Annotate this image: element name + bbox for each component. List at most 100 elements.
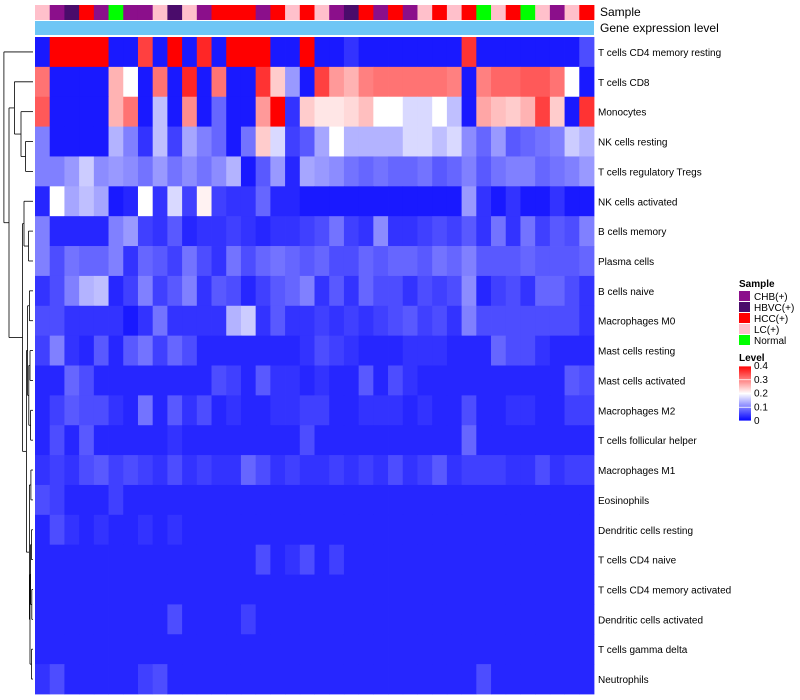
heatmap-cell [79, 575, 94, 605]
heatmap-cell [197, 575, 212, 605]
heatmap-cell [491, 336, 506, 366]
heatmap-cell [565, 455, 580, 485]
heatmap-cell [432, 664, 447, 694]
heatmap-cell [432, 634, 447, 664]
heatmap-cell [285, 575, 300, 605]
heatmap-cell [241, 186, 256, 216]
heatmap-cell [565, 37, 580, 67]
heatmap-cell [167, 575, 182, 605]
heatmap-cell [64, 604, 79, 634]
heatmap-cell [182, 604, 197, 634]
heatmap-cell [241, 127, 256, 157]
heatmap-cell [579, 485, 594, 515]
heatmap-cell [197, 216, 212, 246]
heatmap-cell [550, 575, 565, 605]
heatmap-cell [212, 604, 227, 634]
heatmap-cell [79, 455, 94, 485]
heatmap-cell [491, 97, 506, 127]
heatmap-cell [153, 425, 168, 455]
heatmap-cell [476, 425, 491, 455]
heatmap-cell [344, 246, 359, 276]
heatmap-cell [373, 216, 388, 246]
heatmap-cell [476, 545, 491, 575]
heatmap-cell [197, 37, 212, 67]
heatmap-cell [300, 336, 315, 366]
heatmap-cell [226, 246, 241, 276]
heatmap-cell [94, 425, 109, 455]
sample-annotation-cell [79, 5, 94, 20]
row-labels: T cells CD4 memory restingT cells CD8Mon… [598, 48, 731, 686]
heatmap-cell [447, 395, 462, 425]
heatmap-cell [315, 276, 330, 306]
heatmap-cell [565, 306, 580, 336]
heatmap-cell [447, 156, 462, 186]
heatmap-cell [565, 186, 580, 216]
heatmap-cell [506, 306, 521, 336]
heatmap-cell [506, 515, 521, 545]
heatmap-cell [315, 515, 330, 545]
heatmap-cell [417, 455, 432, 485]
heatmap-cell [64, 545, 79, 575]
heatmap-cell [212, 127, 227, 157]
heatmap-cell [226, 664, 241, 694]
row-label: Mast cells resting [598, 347, 675, 358]
sample-annotation-cell [182, 5, 197, 20]
heatmap-cell [417, 395, 432, 425]
heatmap-cell [432, 575, 447, 605]
heatmap-cell [167, 276, 182, 306]
heatmap-cell [329, 545, 344, 575]
row-label: T cells regulatory Tregs [598, 167, 702, 178]
sample-legend: SampleCHB(+)HBVC(+)HCC(+)LC(+)Normal [739, 279, 794, 347]
heatmap-cell [270, 37, 285, 67]
heatmap-cell [417, 336, 432, 366]
heatmap-cell [329, 515, 344, 545]
sample-annotation-cell [138, 5, 153, 20]
heatmap-cell [285, 186, 300, 216]
heatmap-cell [270, 276, 285, 306]
heatmap-cell [373, 425, 388, 455]
sample-annotation-cell [50, 5, 65, 20]
heatmap-cell [447, 336, 462, 366]
heatmap-cell [35, 306, 50, 336]
heatmap-cell [506, 186, 521, 216]
heatmap-cell [447, 97, 462, 127]
heatmap-cell [329, 395, 344, 425]
row-label: Macrophages M1 [598, 466, 676, 477]
heatmap-cell [579, 545, 594, 575]
heatmap-cell [520, 425, 535, 455]
heatmap-cell [241, 336, 256, 366]
heatmap-cell [256, 634, 271, 664]
heatmap-cell [403, 545, 418, 575]
heatmap-cell [167, 127, 182, 157]
heatmap-cell [535, 425, 550, 455]
heatmap-cell [520, 186, 535, 216]
heatmap-cell [256, 395, 271, 425]
heatmap-cell [462, 575, 477, 605]
heatmap-cell [565, 604, 580, 634]
heatmap-cell [182, 67, 197, 97]
heatmap-cell [373, 485, 388, 515]
heatmap-cell [182, 455, 197, 485]
heatmap-cell [315, 37, 330, 67]
heatmap-cell [241, 395, 256, 425]
heatmap-cell [373, 634, 388, 664]
heatmap-cell [447, 37, 462, 67]
heatmap-cell [212, 634, 227, 664]
heatmap-cell [35, 37, 50, 67]
heatmap-cell [167, 37, 182, 67]
heatmap-cell [344, 634, 359, 664]
heatmap-cell [388, 575, 403, 605]
heatmap-cell [241, 67, 256, 97]
heatmap-cell [344, 37, 359, 67]
heatmap-cell [491, 156, 506, 186]
heatmap-cell [138, 634, 153, 664]
heatmap-cell [417, 515, 432, 545]
sample-legend-title: Sample [739, 279, 775, 290]
heatmap-cell [329, 306, 344, 336]
heatmap-cell [315, 186, 330, 216]
heatmap-cell [270, 664, 285, 694]
heatmap-cell [579, 127, 594, 157]
row-label: Dendritic cells resting [598, 526, 693, 537]
heatmap-cell [79, 276, 94, 306]
heatmap-cell [285, 67, 300, 97]
